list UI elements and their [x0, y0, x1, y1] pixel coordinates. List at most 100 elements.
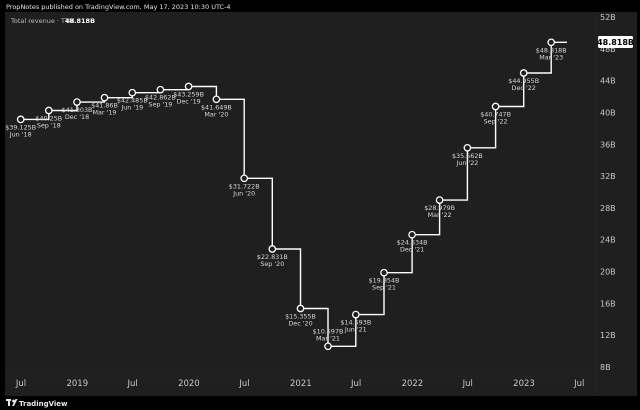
data-date-label: Dec '21 — [400, 246, 424, 254]
data-date-label: Jun '22 — [455, 159, 478, 167]
data-point — [16, 115, 25, 124]
data-value-label: $19.854B — [369, 277, 400, 285]
tradingview-brand: TradingView — [6, 399, 68, 408]
x-tick-label: Jul — [126, 379, 137, 389]
y-tick-label: 44B — [600, 77, 616, 86]
data-date-label: Dec '22 — [512, 84, 536, 92]
x-tick-label: Jul — [573, 379, 584, 389]
data-value-label: $35.562B — [452, 152, 483, 160]
y-tick-label: 28B — [600, 204, 616, 213]
y-tick-label: 36B — [600, 140, 616, 149]
data-value-label: $42.862B — [145, 94, 176, 102]
y-tick-label: 32B — [600, 172, 616, 181]
data-value-label: $10.597B — [313, 327, 344, 335]
chart-background — [5, 12, 637, 396]
data-point — [435, 196, 444, 204]
y-tick-label: 8B — [600, 363, 611, 372]
data-date-label: Dec '18 — [65, 113, 89, 121]
data-value-label: $41.86B — [91, 102, 118, 110]
data-point — [380, 268, 388, 277]
data-point — [156, 85, 165, 94]
last-value-tag-bg — [598, 36, 633, 48]
y-tick-label: 12B — [600, 331, 616, 340]
data-value-label: $31.722B — [229, 182, 260, 190]
data-point — [351, 310, 360, 319]
y-tick-label: 52B — [600, 13, 616, 22]
data-value-label: $28.979B — [424, 204, 455, 212]
data-value-label: $43.259B — [173, 91, 204, 99]
data-point — [184, 82, 193, 91]
data-value-label: $24.634B — [397, 239, 428, 247]
data-date-label: Jun '20 — [232, 189, 255, 197]
data-point — [408, 230, 416, 239]
data-point — [73, 98, 81, 106]
y-tick-label: 24B — [600, 236, 616, 245]
y-axis-ticks: 8B 12B 16B 20B 24B 28B 32B 36B 40B 44B 48B 52B — [600, 13, 616, 372]
data-points — [16, 38, 556, 351]
data-date-label: Sep '19 — [148, 101, 172, 109]
data-date-label: Jun '19 — [120, 104, 143, 112]
data-value-label: $22.831B — [257, 253, 288, 261]
data-point — [100, 93, 109, 102]
data-value-label: $40.747B — [480, 111, 511, 119]
last-value-tag: 48.818B — [597, 36, 634, 48]
data-value-label: $15.355B — [285, 313, 316, 321]
last-value-tag-text: 48.818B — [597, 38, 634, 47]
data-point — [296, 304, 305, 313]
x-tick-label: Jul — [462, 379, 473, 389]
data-value-label: $44.955B — [508, 77, 539, 85]
data-value-label: $42.485B — [117, 97, 148, 105]
tradingview-text: TradingView — [19, 400, 68, 408]
x-tick-label: 2020 — [178, 379, 200, 389]
data-point — [44, 106, 53, 115]
x-tick-label: 2019 — [66, 379, 88, 389]
data-point — [519, 69, 528, 77]
publisher-note: PropNotes published on TradingView.com, … — [6, 3, 231, 11]
data-date-label: Dec '20 — [288, 320, 312, 328]
data-point — [324, 342, 332, 351]
legend-value: 48.818B — [65, 17, 95, 25]
revenue-step-line — [20, 41, 567, 347]
data-point — [128, 88, 137, 97]
data-date-label: Mar '23 — [539, 53, 563, 61]
data-value-label: $41.649B — [201, 103, 232, 111]
x-tick-label: 2021 — [290, 379, 312, 389]
x-tick-label: Jul — [238, 379, 249, 389]
x-axis-ticks: Jul 2019 Jul 2020 Jul 2021 Jul 2022 Jul 2023 Jul — [15, 379, 585, 389]
data-value-label: $40.25B — [35, 115, 62, 123]
data-date-label: Mar '19 — [93, 109, 117, 117]
data-point — [547, 38, 556, 47]
x-tick-label: 2022 — [402, 379, 424, 389]
legend-label: Total revenue · TTM — [10, 17, 75, 25]
y-tick-label: 20B — [600, 268, 616, 277]
y-tick-label: 48B — [600, 45, 616, 54]
data-point — [491, 102, 500, 111]
data-date-label: Jun '18 — [9, 130, 32, 138]
data-value-label: $48.818B — [536, 46, 567, 54]
x-tick-label: Jul — [350, 379, 361, 389]
data-value-label: $39.125B — [5, 123, 36, 131]
x-tick-label: 2023 — [513, 379, 535, 389]
data-date-label: Jun '21 — [344, 326, 367, 334]
data-point — [463, 143, 472, 152]
data-value-label: $41.303B — [62, 106, 93, 114]
y-tick-label: 40B — [600, 109, 616, 118]
data-date-label: Mar '20 — [204, 110, 228, 118]
data-date-label: Sep '21 — [372, 284, 396, 292]
data-point — [268, 245, 277, 253]
x-tick-label: Jul — [15, 379, 26, 389]
data-value-label: $14.593B — [340, 319, 371, 327]
tradingview-logo-icon — [6, 399, 18, 406]
y-tick-label: 16B — [600, 299, 616, 308]
data-date-label: Sep '20 — [260, 260, 284, 268]
data-point — [240, 174, 249, 183]
data-point — [212, 95, 221, 104]
data-date-label: Dec '19 — [176, 98, 200, 106]
data-date-label: Mar '22 — [428, 211, 452, 219]
data-date-label: Sep '22 — [484, 118, 508, 126]
data-date-label: Sep '18 — [37, 122, 61, 130]
data-date-label: Mar '21 — [316, 334, 340, 342]
